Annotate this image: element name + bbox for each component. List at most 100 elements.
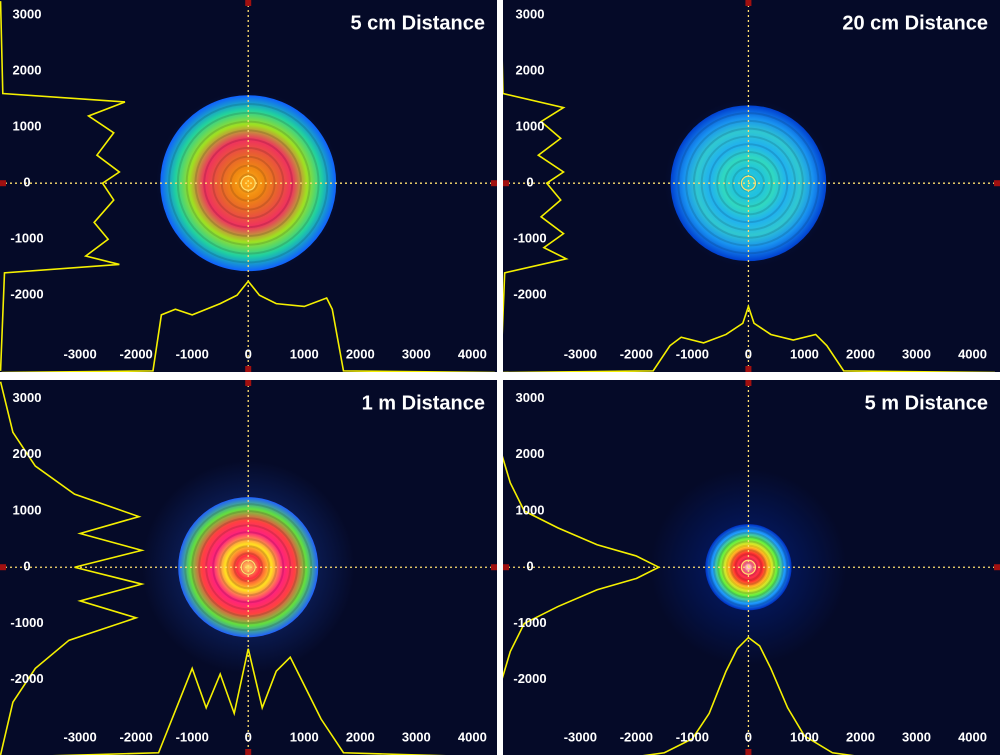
panel: -3000 -2000 -1000 0 1000 2000 3000 4000 3000 2000…: [0, 380, 497, 755]
x-tick-label: -1000: [176, 346, 209, 361]
y-tick-label: -1000: [10, 615, 43, 630]
x-tick-label: 0: [745, 729, 752, 744]
x-tick-label: 0: [245, 729, 252, 744]
y-tick-label: 0: [526, 559, 533, 574]
x-tick-label: 0: [245, 346, 252, 361]
y-tick-label: 0: [526, 175, 533, 190]
x-tick-label: 1000: [290, 729, 319, 744]
axis-end: [503, 180, 509, 187]
panel: -3000 -2000 -1000 0 1000 2000 3000 4000 3000 2000…: [503, 380, 1000, 755]
ring: [730, 548, 767, 586]
y-tick-label: -2000: [10, 671, 43, 686]
y-tick-label: 1000: [13, 119, 42, 134]
y-tick-label: 1000: [13, 502, 42, 517]
axis-end: [245, 366, 252, 372]
axis-end: [491, 564, 497, 571]
x-tick-label: -2000: [120, 729, 153, 744]
x-tick-label: -1000: [676, 729, 709, 744]
center-marker: [740, 559, 757, 575]
x-profile: [1, 279, 495, 372]
y-tick-label: 1000: [516, 119, 545, 134]
x-tick-label: 2000: [846, 346, 875, 361]
ring: [203, 138, 294, 229]
chart-title: 5 m Distance: [865, 392, 988, 414]
beam: [178, 497, 319, 638]
center-marker: [240, 559, 256, 575]
panel: -3000 -2000 -1000 0 1000 2000 3000 4000 3000 2000…: [503, 0, 1000, 372]
x-tick-label: -2000: [120, 346, 153, 361]
x-tick-label: -1000: [676, 346, 709, 361]
x-tick-label: -3000: [564, 346, 597, 361]
axis-end: [994, 564, 1000, 571]
x-profile: [52, 648, 447, 755]
x-tick-label: 1000: [290, 346, 319, 361]
x-tick-label: -3000: [64, 346, 97, 361]
x-tick-label: 4000: [958, 346, 987, 361]
x-tick-label: -2000: [620, 729, 653, 744]
axis-end: [491, 180, 497, 187]
ring: [212, 147, 285, 220]
x-profile: [642, 636, 855, 755]
x-profile: [503, 303, 995, 372]
axis-end: [245, 0, 252, 6]
y-profile: [503, 455, 661, 679]
y-tick-label: 1000: [516, 502, 545, 517]
x-tick-label: 3000: [902, 729, 931, 744]
chart-title: 1 m Distance: [362, 392, 485, 414]
y-tick-label: -2000: [10, 287, 43, 302]
x-tick-label: 2000: [346, 346, 375, 361]
y-tick-label: 2000: [13, 446, 42, 461]
y-tick-label: -1000: [513, 615, 546, 630]
axis-end: [994, 180, 1000, 187]
x-tick-label: -2000: [620, 346, 653, 361]
y-profile: [0, 381, 145, 755]
y-tick-label: 3000: [13, 390, 42, 405]
y-tick-label: 0: [23, 175, 30, 190]
x-tick-label: 2000: [846, 729, 875, 744]
x-tick-label: 0: [745, 346, 752, 361]
chart-title: 20 cm Distance: [842, 12, 988, 34]
x-tick-label: 4000: [958, 729, 987, 744]
x-tick-label: 1000: [790, 729, 819, 744]
y-tick-label: 2000: [13, 63, 42, 78]
x-tick-label: 4000: [458, 346, 487, 361]
axis-end: [503, 564, 509, 571]
x-tick-label: -3000: [64, 729, 97, 744]
x-tick-label: 3000: [402, 346, 431, 361]
axis-end: [245, 380, 252, 386]
y-tick-label: 3000: [516, 7, 545, 22]
axis-end: [745, 380, 752, 386]
x-tick-label: 3000: [402, 729, 431, 744]
y-tick-label: -2000: [513, 671, 546, 686]
x-tick-label: 2000: [346, 729, 375, 744]
x-tick-label: -1000: [176, 729, 209, 744]
y-tick-label: 3000: [516, 390, 545, 405]
y-tick-label: -1000: [10, 231, 43, 246]
y-tick-label: 0: [23, 559, 30, 574]
center-marker: [740, 175, 757, 191]
ring: [212, 531, 285, 604]
y-profile: [0, 1, 126, 371]
panel: -3000 -2000 -1000 0 1000 2000 3000 4000 3000 2000…: [0, 0, 497, 372]
y-profile: [503, 60, 569, 335]
ring: [176, 111, 320, 255]
x-tick-label: 4000: [458, 729, 487, 744]
x-tick-label: 3000: [902, 346, 931, 361]
axis-end: [0, 564, 6, 571]
x-tick-label: 1000: [790, 346, 819, 361]
y-tick-label: -1000: [513, 231, 546, 246]
axis-end: [0, 180, 6, 187]
center-marker: [240, 175, 256, 191]
axis-end: [245, 749, 252, 755]
beam: [160, 95, 337, 272]
x-tick-label: -3000: [564, 729, 597, 744]
y-tick-label: 2000: [516, 63, 545, 78]
y-tick-label: 2000: [516, 446, 545, 461]
axis-end: [745, 366, 752, 372]
y-tick-label: -2000: [513, 287, 546, 302]
axis-end: [745, 749, 752, 755]
chart-title: 5 cm Distance: [350, 12, 485, 34]
axis-end: [745, 0, 752, 6]
ring: [168, 103, 329, 264]
